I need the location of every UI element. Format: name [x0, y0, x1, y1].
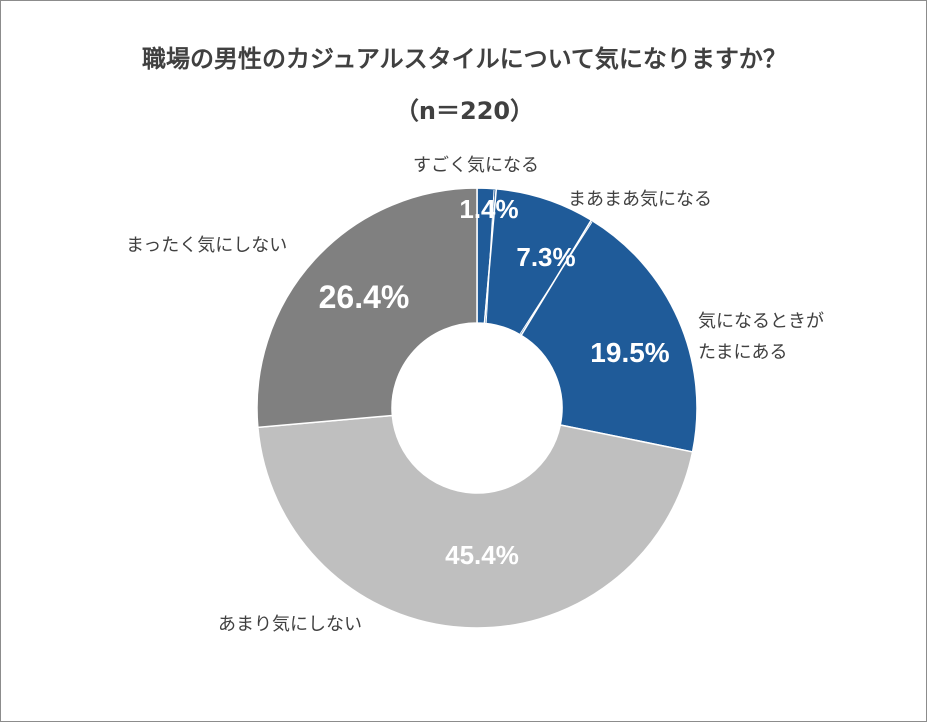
chart-title: 職場の男性のカジュアルスタイルについて気になりますか？ — [142, 45, 787, 73]
value-label: 26.4% — [319, 279, 410, 315]
category-label: すごく気になる — [413, 155, 539, 176]
leader-line — [519, 221, 593, 335]
value-label: 19.5% — [590, 337, 669, 368]
category-label: あまり気にしない — [218, 614, 362, 635]
donut-slice — [256, 187, 478, 429]
chart-subtitle: （n＝220） — [394, 97, 535, 125]
category-label: まあまあ気になる — [568, 189, 712, 210]
category-label: まったく気にしない — [126, 235, 287, 256]
category-label: 気になるときがたまにある — [698, 311, 824, 363]
value-label: 7.3% — [516, 242, 575, 272]
value-label: 1.4% — [459, 194, 518, 224]
donut-slice — [520, 219, 698, 453]
value-label: 45.4% — [445, 540, 519, 570]
leader-line — [485, 189, 495, 327]
donut-slice — [257, 414, 694, 629]
